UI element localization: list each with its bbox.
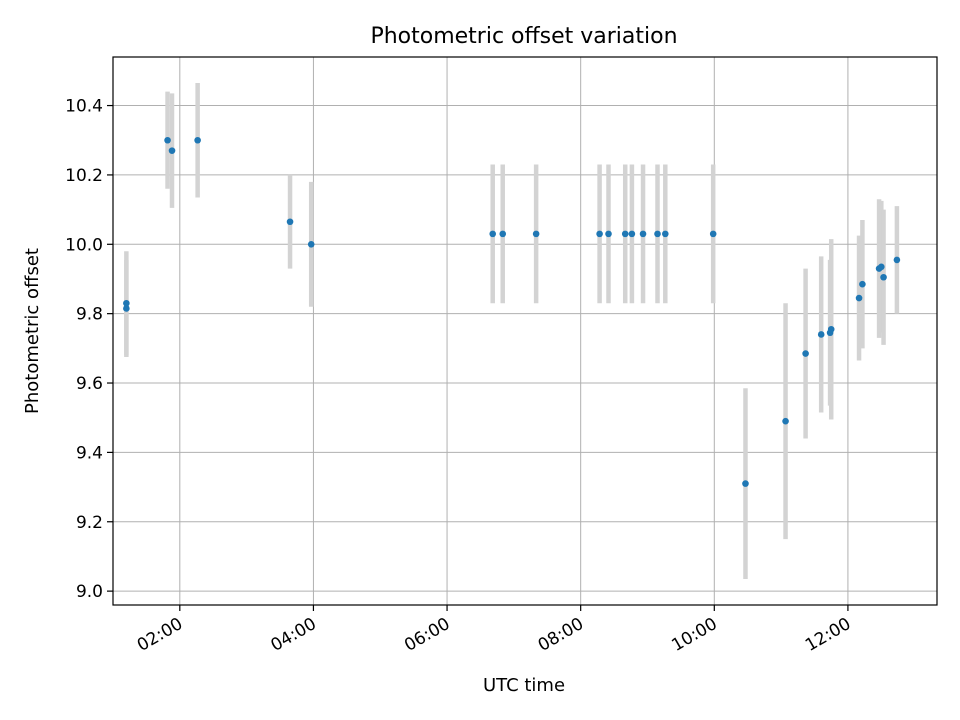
data-point-17 [709,230,717,238]
data-point-24 [855,294,863,302]
data-point-9 [532,230,540,238]
data-point-15 [654,230,661,238]
data-point-18 [742,480,749,487]
y-axis: 9.0 9.2 9.4 9.6 9.8 10.0 10.2 10.4 [65,97,113,602]
data-point-5 [286,218,294,226]
grid [113,57,937,605]
data-point-1 [123,305,130,312]
data-point-8 [499,230,507,238]
data-point-13 [628,230,636,238]
data-point-6 [307,240,315,248]
data-point-7 [489,230,497,238]
y-tick-label-6: 10.2 [65,166,103,186]
data-point-21 [817,331,825,338]
data-point-3 [168,147,176,154]
y-tick-label-1: 9.2 [76,513,103,533]
data-points [123,136,901,487]
data-point-25 [859,280,866,288]
data-point-14 [639,230,647,238]
data-point-12 [621,230,629,238]
y-axis-label: Photometric offset [22,248,43,414]
y-tick-label-7: 10.4 [65,97,103,117]
y-tick-label-5: 10.0 [65,235,103,255]
y-tick-label-4: 9.8 [76,305,103,325]
data-point-19 [782,417,789,425]
chart-title: Photometric offset variation [370,24,677,49]
data-point-29 [893,256,901,264]
x-axis-label: UTC time [483,675,565,696]
data-point-10 [596,230,603,238]
data-point-27 [878,263,885,271]
data-point-28 [880,273,887,281]
data-point-4 [194,136,201,144]
data-point-2 [164,136,171,144]
data-point-0 [123,299,130,307]
data-point-20 [802,350,809,357]
data-point-16 [662,230,669,238]
plot-frame [112,56,938,606]
data-point-23 [827,325,835,333]
y-tick-label-3: 9.6 [76,374,103,394]
data-point-11 [605,230,612,238]
y-tick-label-0: 9.0 [76,582,103,602]
y-tick-label-2: 9.4 [76,443,103,463]
